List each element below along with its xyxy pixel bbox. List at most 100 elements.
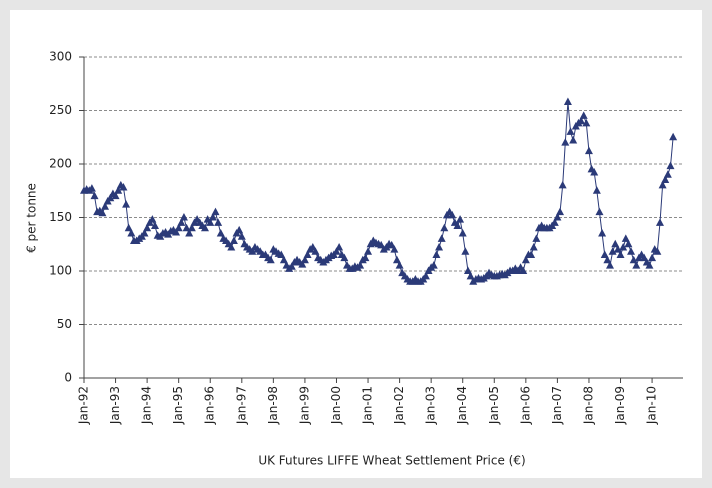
marker	[429, 261, 438, 269]
marker	[553, 213, 562, 221]
marker	[613, 245, 622, 253]
marker	[655, 218, 664, 226]
marker	[600, 250, 609, 258]
marker	[392, 255, 401, 264]
marker	[616, 250, 625, 258]
marker	[592, 186, 601, 194]
marker	[174, 223, 183, 232]
marker	[356, 261, 365, 269]
x-tick-label: Jan-97	[234, 386, 248, 425]
x-tick-label: Jan-01	[361, 386, 375, 425]
marker	[248, 247, 257, 255]
marker	[185, 229, 194, 237]
marker	[179, 213, 188, 221]
x-tick-label: Jan-94	[140, 386, 154, 425]
marker	[461, 247, 470, 255]
marker	[529, 242, 538, 251]
y-tick-label: 200	[49, 157, 72, 171]
marker	[106, 193, 115, 202]
marker	[124, 223, 133, 232]
marker	[550, 218, 559, 226]
marker	[390, 245, 399, 253]
x-tick-label: Jan-04	[455, 386, 469, 425]
marker	[458, 229, 467, 237]
marker	[582, 118, 591, 127]
marker	[448, 210, 457, 219]
x-tick-label: Jan-10	[645, 386, 659, 425]
marker	[519, 266, 528, 274]
marker	[584, 146, 593, 155]
marker	[466, 271, 475, 280]
x-tick-label: Jan-98	[266, 386, 280, 425]
marker	[532, 234, 541, 242]
marker	[235, 225, 244, 234]
marker	[277, 250, 286, 258]
x-tick-label: Jan-96	[203, 386, 217, 425]
marker	[561, 138, 570, 146]
y-tick-label: 0	[64, 371, 72, 385]
x-tick-label: Jan-95	[171, 386, 185, 425]
marker	[187, 223, 196, 232]
marker	[648, 253, 657, 262]
marker	[237, 232, 246, 240]
marker	[119, 183, 128, 191]
marker	[577, 116, 586, 125]
marker	[148, 215, 157, 223]
marker	[140, 229, 149, 237]
x-tick-label: Jan-92	[77, 386, 91, 425]
marker	[608, 247, 617, 255]
marker	[669, 132, 678, 141]
marker	[300, 255, 309, 264]
marker	[653, 247, 662, 255]
marker	[335, 242, 344, 251]
marker	[303, 250, 312, 258]
y-axis-label: € per tonne	[25, 183, 39, 253]
marker	[98, 208, 107, 217]
marker	[566, 127, 575, 135]
marker	[298, 260, 307, 268]
x-tick-label: Jan-00	[329, 386, 343, 425]
marker	[558, 180, 567, 189]
marker	[361, 253, 370, 262]
marker	[579, 111, 588, 119]
marker	[287, 262, 296, 270]
marker	[663, 170, 672, 178]
marker	[563, 97, 572, 105]
marker	[611, 239, 620, 248]
marker	[200, 223, 209, 232]
marker	[437, 234, 446, 242]
x-axis-label: UK Futures LIFFE Wheat Settlement Price …	[258, 454, 525, 468]
marker	[619, 242, 628, 251]
marker	[627, 247, 636, 255]
marker	[453, 221, 462, 230]
marker	[421, 271, 430, 280]
marker	[645, 261, 654, 269]
marker	[211, 207, 220, 216]
x-tick-label: Jan-05	[487, 386, 501, 425]
marker	[172, 227, 181, 236]
marker	[340, 253, 349, 262]
chart-panel	[10, 10, 702, 478]
marker	[311, 247, 320, 255]
marker	[440, 223, 449, 232]
marker	[432, 250, 441, 258]
marker	[90, 191, 99, 200]
marker	[332, 247, 341, 255]
y-tick-label: 100	[49, 264, 72, 278]
marker	[521, 255, 530, 264]
x-tick-label: Jan-93	[108, 386, 122, 425]
marker	[463, 266, 472, 274]
marker	[111, 191, 120, 200]
marker	[624, 239, 633, 248]
marker	[629, 255, 638, 264]
marker	[114, 186, 123, 194]
marker	[216, 229, 225, 237]
marker	[214, 218, 223, 226]
marker	[279, 255, 288, 264]
marker	[101, 202, 110, 210]
y-tick-label: 300	[49, 50, 72, 64]
marker	[395, 261, 404, 269]
marker	[556, 207, 565, 216]
marker	[266, 255, 275, 264]
marker	[122, 200, 131, 208]
